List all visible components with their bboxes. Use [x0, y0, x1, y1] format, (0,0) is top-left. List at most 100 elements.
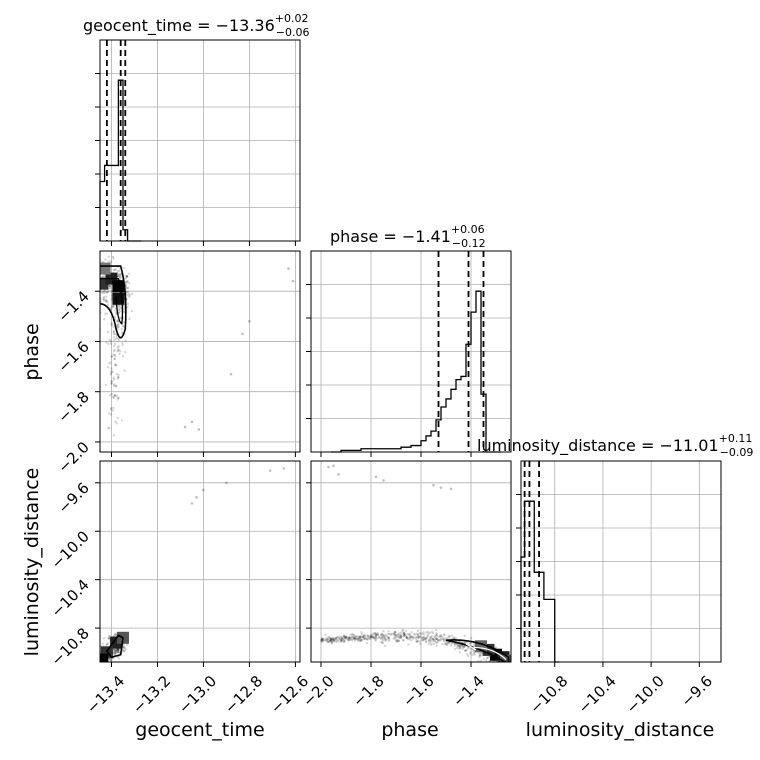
- scatter-point: [365, 637, 368, 640]
- scatter-point: [369, 637, 373, 640]
- scatter-point: [442, 640, 445, 643]
- scatter-point: [406, 632, 409, 636]
- scatter-point: [450, 634, 454, 637]
- scatter-point: [504, 662, 506, 664]
- scatter-point: [393, 633, 396, 636]
- scatter-point: [421, 638, 424, 641]
- scatter-point: [349, 633, 352, 636]
- scatter-point: [350, 635, 353, 639]
- histogram-step: [331, 290, 501, 453]
- scatter-point: [114, 651, 117, 655]
- density-block: [100, 262, 111, 275]
- scatter-point: [358, 636, 361, 639]
- scatter-point: [328, 639, 331, 643]
- scatter-point: [331, 638, 335, 641]
- scatter-point: [397, 639, 400, 643]
- scatter-point: [112, 378, 116, 381]
- scatter-point: [104, 312, 107, 315]
- scatter-point: [114, 268, 118, 271]
- scatter-point: [347, 637, 350, 640]
- scatter-point: [110, 289, 113, 292]
- histogram-title-luminosity_distance: luminosity_distance = −11.01+0.11: [477, 432, 752, 456]
- scatter-point: [268, 469, 272, 472]
- scatter-point: [418, 635, 421, 638]
- x-tick-label-geocent_time: −13.4: [83, 672, 128, 717]
- scatter-point: [424, 638, 427, 641]
- x-tick-label-phase: −1.8: [349, 672, 387, 710]
- scatter-point: [114, 363, 117, 366]
- scatter-point: [509, 665, 511, 667]
- scatter-point: [112, 434, 116, 437]
- scatter-point: [342, 639, 345, 642]
- panel-frame: [99, 460, 301, 663]
- scatter-point: [334, 637, 338, 640]
- scatter-point: [197, 428, 201, 431]
- scatter-point: [94, 654, 96, 656]
- scatter-point: [330, 640, 333, 643]
- title-value: phase = −1.41: [330, 227, 451, 246]
- scatter-point: [338, 637, 341, 640]
- scatter-point: [322, 639, 325, 642]
- scatter-point: [510, 669, 512, 671]
- scatter-point: [422, 631, 425, 634]
- scatter-point: [479, 654, 482, 657]
- scatter-point: [416, 633, 419, 636]
- scatter-point: [325, 639, 328, 642]
- scatter-point: [384, 637, 387, 641]
- scatter-point: [105, 298, 108, 302]
- scatter-point: [430, 643, 433, 647]
- scatter-point: [124, 277, 128, 280]
- scatter-point: [320, 638, 324, 641]
- scatter-point: [353, 635, 356, 639]
- scatter-point: [126, 294, 130, 297]
- scatter-point: [374, 636, 377, 639]
- scatter-point: [112, 648, 115, 652]
- scatter-point: [402, 639, 405, 642]
- scatter-point: [369, 634, 372, 638]
- scatter-point: [108, 285, 112, 288]
- scatter-point: [379, 633, 383, 636]
- scatter-point: [361, 636, 364, 639]
- scatter-point: [110, 355, 114, 358]
- scatter-point: [358, 638, 361, 641]
- scatter-point: [114, 309, 117, 312]
- scatter-point: [330, 637, 333, 641]
- scatter-point: [462, 645, 466, 649]
- scatter-point: [202, 488, 205, 492]
- scatter-point: [109, 260, 113, 263]
- scatter-point: [339, 638, 342, 641]
- scatter-point: [107, 636, 110, 640]
- scatter-point: [434, 636, 437, 639]
- scatter-point: [494, 646, 497, 649]
- scatter-point: [399, 636, 402, 640]
- scatter-point: [350, 637, 354, 641]
- x-axis-label-geocent_time: geocent_time: [135, 719, 264, 741]
- scatter-point: [371, 635, 375, 638]
- y-axis-label-phase: phase: [21, 323, 43, 380]
- scatter-point: [466, 654, 470, 658]
- scatter-point: [409, 639, 413, 642]
- scatter-point: [381, 641, 385, 645]
- scatter-point: [430, 642, 433, 645]
- scatter-point: [503, 666, 505, 668]
- scatter-point: [381, 632, 384, 635]
- scatter-point: [95, 267, 97, 269]
- scatter-point: [113, 332, 117, 336]
- scatter-point: [104, 258, 107, 261]
- scatter-point: [183, 425, 187, 429]
- scatter-point: [121, 341, 124, 345]
- scatter-point: [449, 487, 453, 491]
- scatter-point: [116, 320, 119, 323]
- scatter-point: [428, 638, 432, 642]
- scatter-point: [380, 635, 383, 639]
- scatter-point: [403, 633, 406, 637]
- scatter-point: [325, 638, 328, 642]
- scatter-point: [109, 340, 113, 343]
- scatter-point: [378, 636, 381, 639]
- scatter-point: [452, 637, 455, 640]
- scatter-point: [360, 635, 363, 638]
- scatter-point: [348, 636, 351, 640]
- scatter-point: [371, 635, 374, 639]
- scatter-point: [469, 636, 473, 640]
- scatter-point: [348, 635, 351, 639]
